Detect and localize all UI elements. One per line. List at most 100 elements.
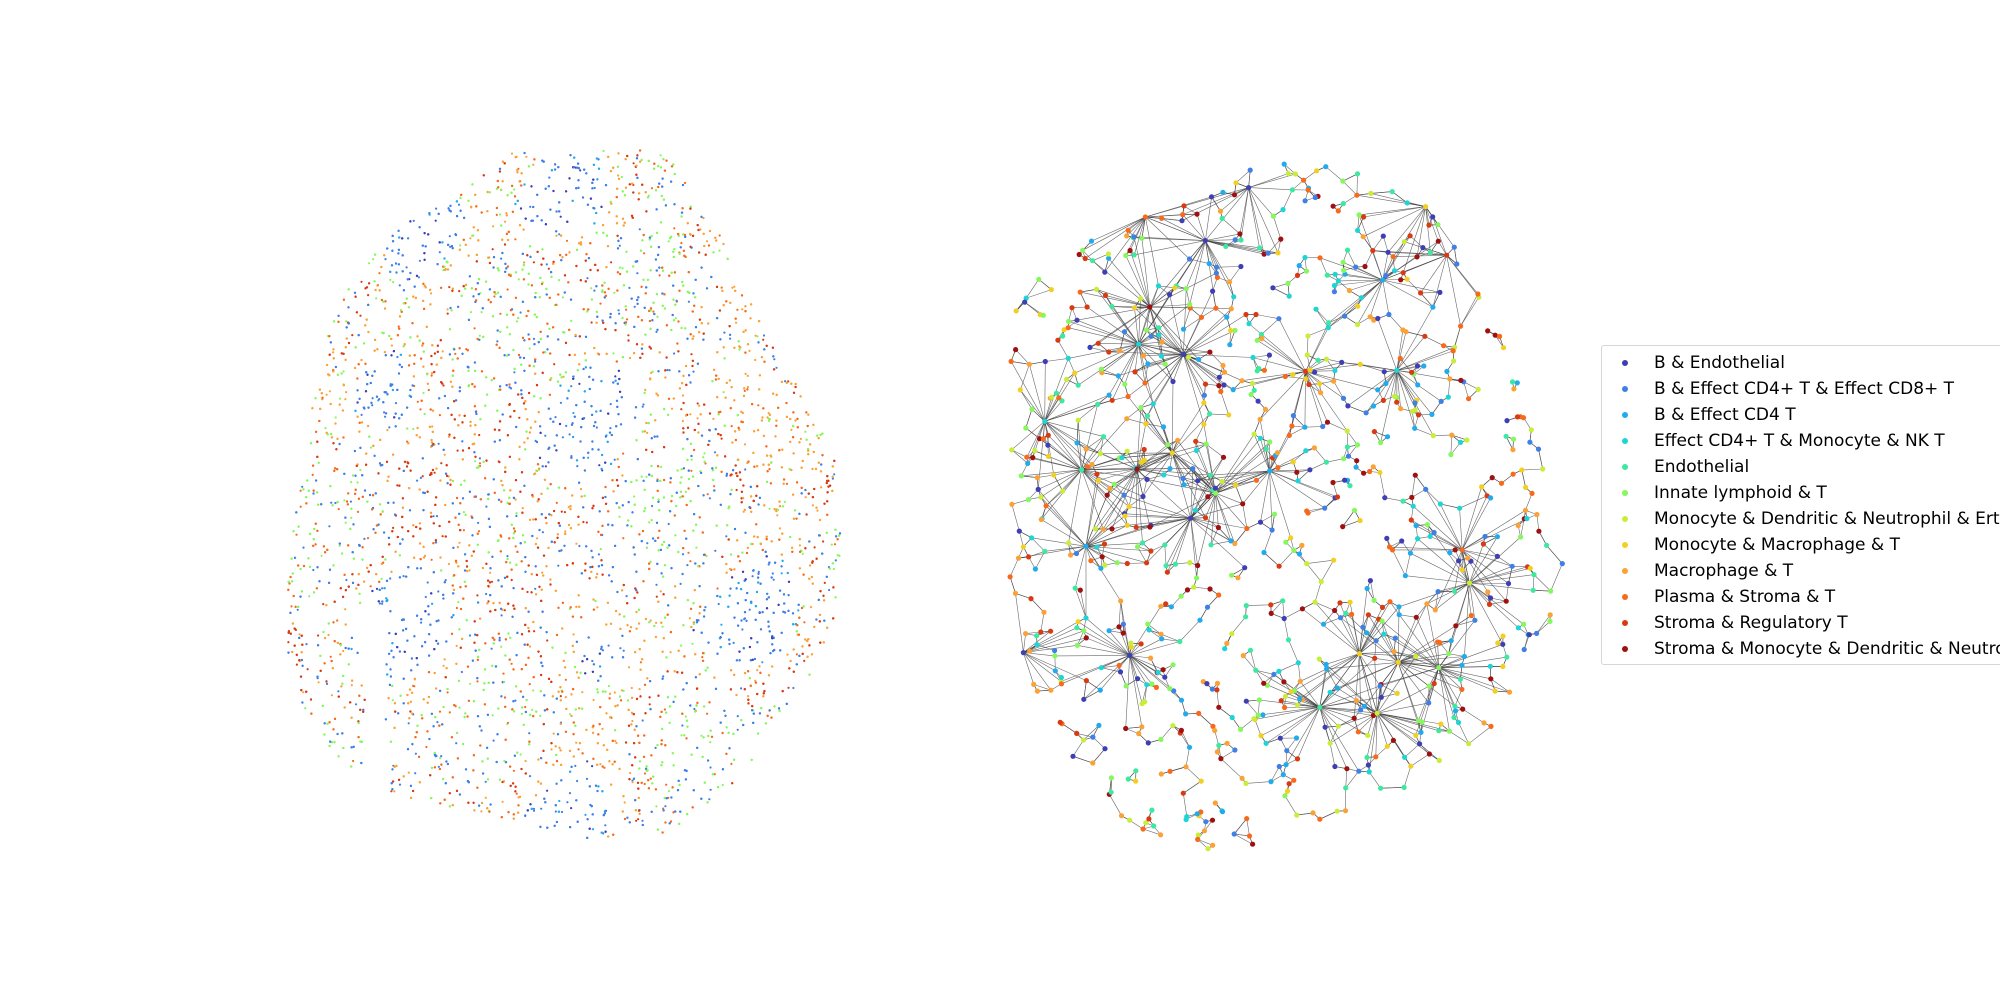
scatter-point (828, 588, 831, 592)
scatter-point (704, 606, 707, 609)
scatter-point (577, 748, 580, 751)
scatter-point (702, 456, 705, 459)
scatter-point (637, 818, 640, 821)
scatter-point (564, 696, 567, 699)
scatter-point (689, 413, 692, 416)
scatter-point (609, 427, 612, 430)
scatter-point (756, 669, 759, 672)
scatter-point (477, 530, 481, 533)
scatter-point (500, 614, 503, 617)
scatter-point (367, 294, 370, 297)
scatter-point (462, 529, 465, 532)
scatter-point (532, 809, 536, 812)
scatter-point (654, 746, 657, 750)
scatter-point (548, 176, 551, 179)
scatter-point (440, 462, 443, 465)
scatter-point (735, 321, 738, 324)
scatter-point (612, 352, 615, 355)
scatter-point (435, 515, 439, 518)
scatter-point (446, 312, 449, 315)
scatter-point (412, 684, 415, 688)
scatter-point (767, 563, 770, 566)
scatter-point (448, 235, 451, 238)
scatter-point (502, 672, 505, 675)
scatter-point (528, 645, 532, 648)
scatter-point (507, 721, 510, 724)
scatter-point (663, 708, 667, 711)
scatter-point (390, 344, 393, 347)
scatter-point (641, 819, 644, 822)
scatter-point (662, 675, 665, 678)
scatter-point (493, 295, 496, 298)
scatter-point (437, 442, 440, 445)
scatter-point (442, 384, 445, 387)
scatter-point (495, 213, 498, 216)
scatter-point (833, 543, 837, 546)
scatter-point (287, 641, 290, 644)
scatter-point (675, 299, 678, 302)
scatter-point (625, 308, 628, 311)
scatter-point (480, 810, 483, 813)
scatter-point (803, 659, 806, 663)
scatter-point (681, 394, 685, 397)
scatter-point (568, 792, 572, 795)
scatter-point (816, 509, 819, 512)
scatter-point (356, 481, 359, 484)
scatter-point (730, 425, 733, 428)
scatter-point (622, 649, 625, 652)
scatter-point (441, 535, 444, 538)
scatter-point (322, 603, 325, 606)
scatter-point (369, 585, 372, 588)
scatter-point (713, 773, 716, 776)
scatter-point (601, 727, 604, 731)
scatter-point (532, 689, 535, 692)
scatter-point (477, 521, 480, 525)
scatter-point (476, 680, 479, 683)
scatter-point (328, 390, 331, 393)
scatter-point (690, 469, 693, 472)
scatter-point (598, 353, 601, 356)
scatter-point (767, 419, 771, 423)
scatter-point (617, 174, 620, 177)
scatter-point (454, 352, 457, 355)
scatter-point (544, 465, 548, 468)
scatter-point (459, 244, 462, 247)
scatter-point (586, 760, 589, 763)
scatter-point (524, 814, 527, 818)
scatter-point (661, 625, 664, 628)
scatter-point (651, 504, 654, 508)
scatter-point (559, 695, 562, 698)
scatter-point (372, 258, 375, 261)
scatter-point (673, 227, 676, 230)
scatter-point (437, 765, 440, 768)
scatter-point (352, 759, 355, 763)
scatter-point (645, 475, 648, 478)
scatter-point (389, 577, 392, 580)
scatter-point (455, 742, 458, 745)
scatter-point (822, 540, 825, 543)
scatter-point (295, 663, 298, 666)
scatter-point (432, 515, 435, 518)
scatter-point (736, 728, 739, 731)
scatter-point (687, 300, 691, 303)
scatter-point (603, 766, 606, 769)
scatter-point (555, 501, 558, 504)
scatter-point (490, 647, 493, 650)
scatter-point (416, 400, 419, 403)
scatter-point (565, 424, 568, 427)
scatter-point (526, 590, 529, 594)
scatter-point (505, 212, 508, 215)
scatter-point (510, 578, 513, 582)
scatter-point (490, 580, 494, 583)
scatter-point (552, 732, 555, 735)
scatter-point (579, 169, 582, 172)
scatter-point (687, 551, 690, 554)
scatter-point (570, 455, 573, 458)
scatter-point (437, 590, 440, 593)
scatter-point (559, 215, 562, 218)
scatter-point (312, 568, 315, 572)
scatter-point (640, 475, 643, 478)
scatter-point (748, 608, 751, 611)
scatter-point (468, 634, 472, 637)
